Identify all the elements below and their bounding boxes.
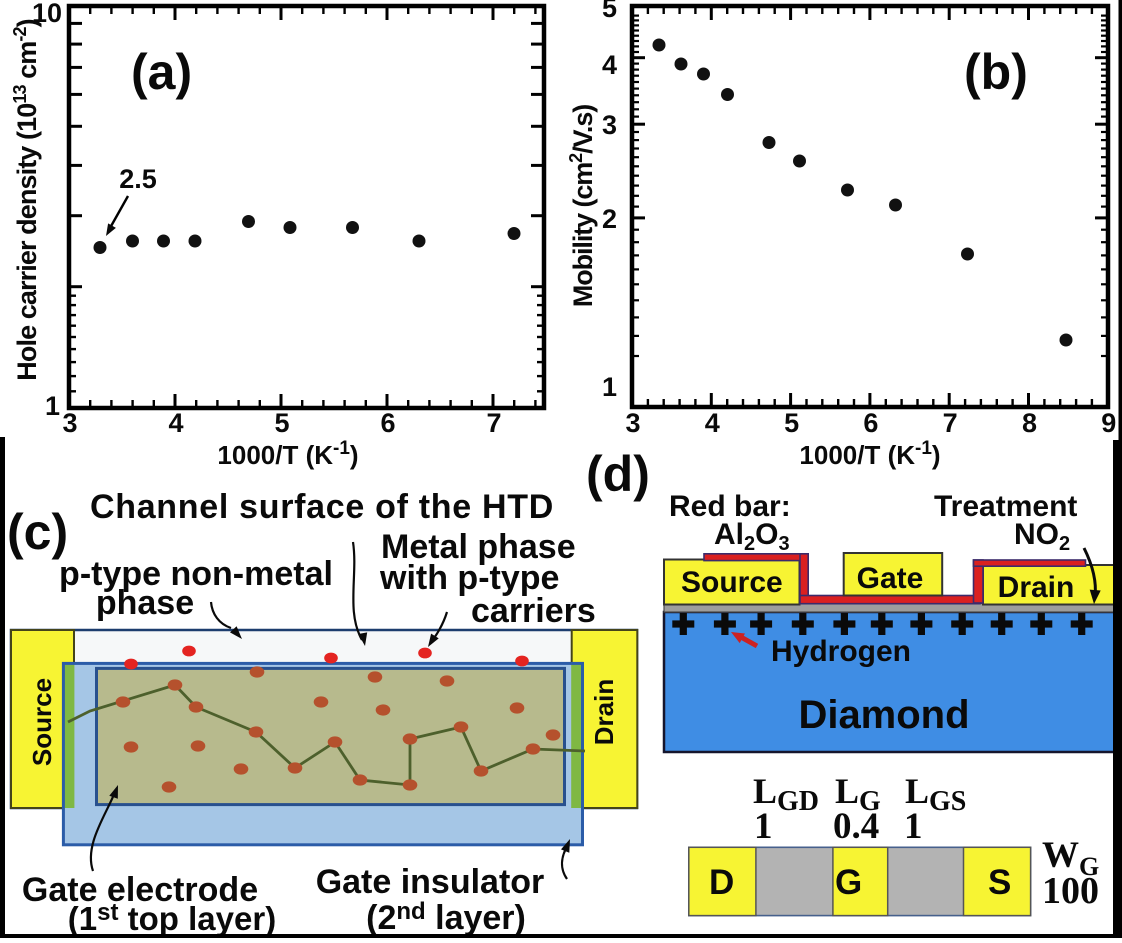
- svg-text:Mobility (cm2/V.s): Mobility (cm2/V.s): [566, 105, 598, 307]
- svg-text:S: S: [988, 863, 1011, 902]
- svg-text:carriers: carriers: [471, 592, 596, 630]
- svg-text:Al2O3: Al2O3: [714, 518, 790, 555]
- svg-text:6: 6: [863, 408, 878, 438]
- svg-text:(a): (a): [131, 44, 192, 100]
- svg-text:Diamond: Diamond: [798, 693, 969, 737]
- svg-text:Channel surface of the HTD: Channel surface of the HTD: [90, 488, 554, 526]
- svg-text:1000/T (K-1): 1000/T (K-1): [217, 438, 358, 470]
- svg-text:Hole carrier density (1013 cm-: Hole carrier density (1013 cm-2): [10, 19, 42, 380]
- svg-text:(2nd layer): (2nd layer): [366, 898, 526, 937]
- svg-text:4: 4: [602, 50, 617, 80]
- svg-text:(1st top layer): (1st top layer): [68, 899, 276, 937]
- svg-text:1: 1: [904, 806, 923, 847]
- svg-text:Drain: Drain: [998, 571, 1075, 604]
- svg-text:6: 6: [380, 408, 395, 438]
- svg-text:9: 9: [1101, 408, 1116, 438]
- svg-text:4: 4: [705, 408, 720, 438]
- svg-text:NO2: NO2: [1014, 518, 1070, 555]
- svg-text:1: 1: [754, 806, 773, 847]
- svg-text:1000/T (K-1): 1000/T (K-1): [799, 438, 940, 470]
- svg-text:2: 2: [602, 204, 617, 234]
- svg-text:Gate: Gate: [857, 562, 924, 595]
- svg-text:100: 100: [1042, 870, 1099, 912]
- svg-text:Source: Source: [27, 678, 57, 766]
- svg-text:3: 3: [602, 110, 617, 140]
- svg-text:8: 8: [1022, 408, 1037, 438]
- svg-text:Gate insulator: Gate insulator: [316, 863, 545, 901]
- svg-text:(d): (d): [586, 446, 650, 502]
- svg-text:5: 5: [602, 0, 617, 23]
- svg-text:1: 1: [602, 372, 617, 402]
- svg-text:1: 1: [45, 391, 60, 421]
- svg-text:(c): (c): [7, 504, 68, 560]
- svg-text:D: D: [709, 863, 734, 902]
- svg-text:Source: Source: [681, 566, 783, 599]
- svg-text:2.5: 2.5: [119, 164, 157, 194]
- svg-text:5: 5: [784, 408, 799, 438]
- svg-text:3: 3: [62, 408, 77, 438]
- svg-text:3: 3: [625, 408, 640, 438]
- svg-text:0.4: 0.4: [833, 806, 879, 847]
- svg-text:5: 5: [274, 408, 289, 438]
- svg-text:(b): (b): [964, 44, 1028, 100]
- svg-text:Hydrogen: Hydrogen: [771, 635, 911, 668]
- svg-text:G: G: [835, 863, 862, 902]
- svg-text:phase: phase: [96, 584, 194, 622]
- svg-text:Drain: Drain: [589, 679, 619, 745]
- svg-text:4: 4: [168, 408, 183, 438]
- svg-text:7: 7: [486, 408, 501, 438]
- svg-text:7: 7: [943, 408, 958, 438]
